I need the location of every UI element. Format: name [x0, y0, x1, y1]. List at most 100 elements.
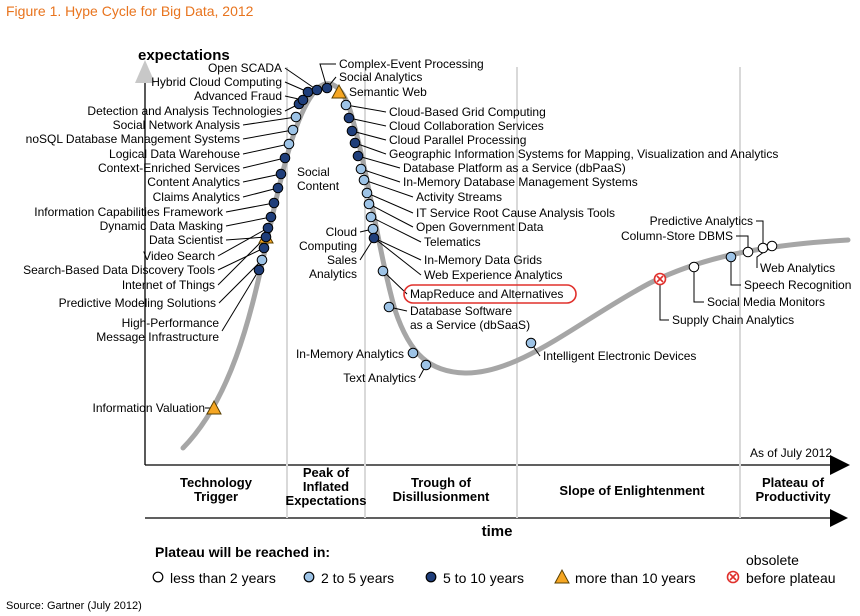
leader-line-database-platform-as-a-service-dbpaas — [357, 155, 401, 169]
leader-line-open-government-data — [368, 203, 414, 228]
marker-video-search — [262, 222, 274, 234]
label-dynamic-data-masking: Dynamic Data Masking — [100, 219, 223, 233]
marker-intelligent-electronic-devices — [525, 337, 537, 349]
leader-line-supply-chain-analytics — [659, 279, 669, 321]
phase-band-arrow — [830, 509, 848, 527]
marker-cloud-parallel-processing — [346, 125, 358, 137]
label-semantic-web: Semantic Web — [349, 85, 427, 99]
leader-line-social-network-analysis — [242, 116, 297, 126]
marker-claims-analytics — [272, 182, 284, 194]
label-search-based-data-discovery-tools: Search-Based Data Discovery Tools — [23, 263, 215, 277]
legend-lt2-label: less than 2 years — [170, 570, 276, 586]
marker-supply-chain-analytics — [653, 272, 667, 286]
legend-gt10-label: more than 10 years — [575, 570, 696, 586]
label-context-enriched-services: Context-Enriched Services — [98, 161, 240, 175]
label-social-network-analysis: Social Network Analysis — [113, 118, 240, 132]
label-cloud-computing: Computing — [299, 239, 357, 253]
leader-line-dynamic-data-masking — [225, 216, 272, 227]
label-detection-and-analysis-technologies: Detection and Analysis Technologies — [87, 104, 282, 118]
leader-line-predictive-analytics — [756, 220, 764, 248]
label-sales-analytics: Analytics — [309, 267, 357, 281]
label-social-media-monitors: Social Media Monitors — [707, 295, 825, 309]
marker-content-analytics — [275, 168, 287, 180]
legend-obsolete-marker — [726, 570, 740, 584]
leader-line-social-media-monitors — [693, 267, 704, 303]
legend-5to10-label: 5 to 10 years — [443, 570, 524, 586]
x-axis-label: time — [482, 523, 513, 540]
legend-2to5-marker — [303, 571, 315, 583]
label-video-search: Video Search — [143, 249, 215, 263]
leader-line-internet-of-things — [217, 236, 267, 286]
leader-line-cloud-parallel-processing — [351, 130, 387, 141]
label-logical-data-warehouse: Logical Data Warehouse — [109, 147, 240, 161]
marker-information-capabilities-framework — [268, 197, 280, 209]
label-cloud-parallel-processing: Cloud Parallel Processing — [389, 133, 526, 147]
leader-line-open-scada — [284, 67, 318, 91]
label-advanced-fraud: Advanced Fraud — [194, 89, 282, 103]
label-social-content: Content — [297, 179, 340, 193]
leader-line-in-memory-database-management-systems — [360, 168, 401, 183]
label-in-memory-database-management-systems: In-Memory Database Management Systems — [403, 175, 638, 189]
label-cloud-based-grid-computing: Cloud-Based Grid Computing — [389, 105, 546, 119]
label-speech-recognition: Speech Recognition — [744, 278, 851, 292]
legend-2to5-label: 2 to 5 years — [321, 570, 394, 586]
label-hybrid-cloud-computing: Hybrid Cloud Computing — [151, 75, 282, 89]
marker-predictive-modeling-solutions — [256, 254, 268, 266]
marker-logical-data-warehouse — [283, 138, 295, 150]
label-social-analytics: Social Analytics — [339, 70, 422, 84]
phase-label-slope-of-enlightenment: Slope of Enlightenment — [559, 483, 705, 498]
legend-obsolete-label: obsolete — [746, 552, 799, 568]
leader-line-search-based-data-discovery-tools — [217, 247, 265, 271]
label-open-scada: Open SCADA — [208, 61, 282, 75]
label-claims-analytics: Claims Analytics — [153, 190, 240, 204]
phase-label-technology-trigger: Technology — [180, 475, 253, 490]
leader-line-geographic-information-systems-for-mapping-visualization-and-analytics — [354, 142, 387, 155]
label-information-valuation: Information Valuation — [92, 401, 205, 415]
marker-high-performance-message-infrastructure — [253, 264, 265, 276]
marker-cloud-computing — [367, 223, 379, 235]
phase-label-trough-of-disillusionment: Disillusionment — [393, 489, 490, 504]
y-axis-label: expectations — [138, 47, 230, 64]
marker-mapreduce-and-alternatives — [377, 265, 389, 277]
label-geographic-information-systems-for-mapping-visualization-and-analytics: Geographic Information Systems for Mappi… — [389, 147, 778, 161]
marker-in-memory-database-management-systems — [355, 163, 367, 175]
leader-line-high-performance-message-infrastructure — [221, 269, 260, 332]
label-text-analytics: Text Analytics — [343, 371, 416, 385]
marker-nosql-database-management-systems — [287, 124, 299, 136]
label-database-software-as-a-service-dbsaas: as a Service (dbSaaS) — [410, 318, 530, 332]
marker-telematics — [365, 211, 377, 223]
marker-information-valuation — [206, 399, 222, 415]
label-predictive-modeling-solutions: Predictive Modeling Solutions — [59, 296, 216, 310]
phase-label-peak-of-inflated-expectations: Inflated — [303, 479, 349, 494]
legend-lt2-marker — [152, 571, 164, 583]
marker-cloud-collaboration-services — [343, 112, 355, 124]
label-data-scientist: Data Scientist — [149, 233, 224, 247]
marker-web-analytics — [766, 240, 778, 252]
leader-line-logical-data-warehouse — [242, 143, 290, 155]
leader-line-cloud-based-grid-computing — [345, 104, 387, 113]
legend-title: Plateau will be reached in: — [155, 544, 330, 560]
legend-obsolete-label-2: before plateau — [746, 570, 836, 586]
leader-line-nosql-database-management-systems — [242, 129, 294, 140]
marker-column-store-dbms — [742, 246, 754, 258]
leader-line-context-enriched-services — [242, 157, 286, 169]
phase-label-peak-of-inflated-expectations: Peak of — [303, 465, 350, 480]
marker-search-based-data-discovery-tools — [258, 242, 270, 254]
leader-line-mapreduce-and-alternatives — [382, 270, 408, 295]
phase-label-technology-trigger: Trigger — [194, 489, 238, 504]
label-intelligent-electronic-devices: Intelligent Electronic Devices — [543, 349, 696, 363]
label-in-memory-analytics: In-Memory Analytics — [296, 347, 404, 361]
leader-line-in-memory-data-grids — [373, 237, 422, 261]
marker-in-memory-analytics — [407, 347, 419, 359]
marker-advanced-fraud — [297, 94, 309, 106]
marker-activity-streams — [358, 174, 370, 186]
leader-line-column-store-dbms — [736, 235, 749, 252]
marker-context-enriched-services — [279, 152, 291, 164]
marker-cloud-based-grid-computing — [340, 99, 352, 111]
marker-open-government-data — [363, 198, 375, 210]
label-activity-streams: Activity Streams — [416, 190, 502, 204]
marker-hybrid-cloud-computing — [302, 86, 314, 98]
label-mapreduce-and-alternatives: MapReduce and Alternatives — [410, 287, 563, 301]
label-cloud-collaboration-services: Cloud Collaboration Services — [389, 119, 544, 133]
